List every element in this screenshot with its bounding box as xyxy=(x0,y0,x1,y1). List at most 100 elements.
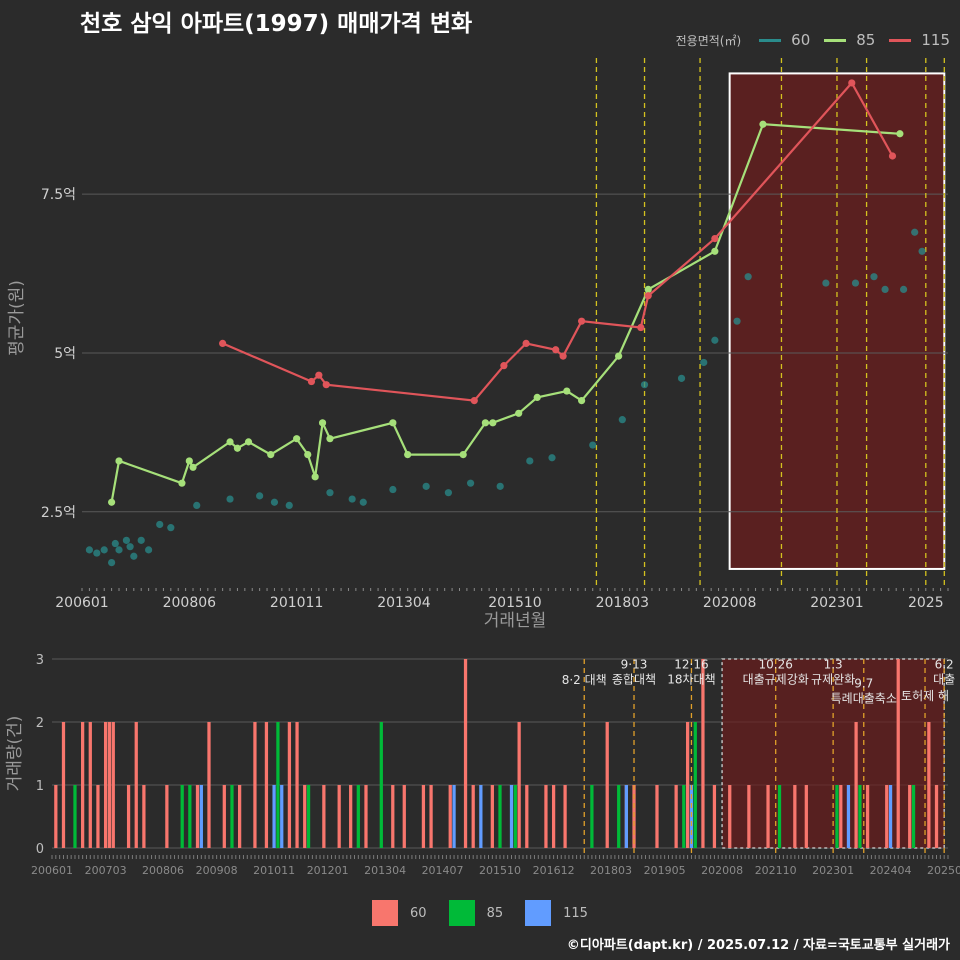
data-point-115 xyxy=(470,396,478,405)
bar-60 xyxy=(766,785,770,848)
data-point-60 xyxy=(108,558,116,567)
bar-x-tick-label: 201201 xyxy=(307,864,349,877)
legend-bottom-item-60: 60 xyxy=(372,900,427,926)
bar-60 xyxy=(896,659,900,848)
data-point-85 xyxy=(185,457,193,465)
bar-115 xyxy=(199,785,203,848)
legend-key-60 xyxy=(759,38,782,42)
data-point-85 xyxy=(711,247,719,255)
y-axis-title: 평균가(원) xyxy=(7,280,27,356)
bar-60 xyxy=(685,722,690,848)
data-point-60 xyxy=(100,546,108,554)
bar-x-tick-label: 201407 xyxy=(422,864,464,877)
legend-bottom-label-115: 115 xyxy=(563,905,588,921)
legend-label-60: 60 xyxy=(791,31,811,49)
bar-60 xyxy=(908,785,912,848)
bar-60 xyxy=(728,785,732,848)
bar-60 xyxy=(253,722,257,848)
data-point-60 xyxy=(881,285,889,294)
data-point-115 xyxy=(219,339,227,348)
data-point-60 xyxy=(193,501,201,510)
data-point-60 xyxy=(733,317,741,325)
bar-85 xyxy=(693,722,697,848)
data-point-115 xyxy=(315,371,323,379)
x-tick-label: 202301 xyxy=(810,595,863,611)
legend-swatch-115 xyxy=(525,900,552,926)
data-point-60 xyxy=(677,374,686,382)
data-point-85 xyxy=(108,498,116,506)
bar-60 xyxy=(126,785,131,848)
bar-85 xyxy=(590,785,594,848)
bar-60 xyxy=(88,722,92,848)
bar-60 xyxy=(303,785,307,848)
bar-60 xyxy=(563,785,567,848)
data-point-60 xyxy=(822,279,830,287)
data-point-115 xyxy=(711,234,719,243)
policy-annotation: 대출규제강화 xyxy=(743,672,809,686)
data-point-60 xyxy=(548,454,556,462)
bar-60 xyxy=(747,785,751,848)
bar-y-tick-label: 3 xyxy=(36,653,44,668)
bar-60 xyxy=(517,722,521,848)
data-point-60 xyxy=(137,536,145,544)
x-tick-label: 202008 xyxy=(703,595,756,611)
bar-85 xyxy=(858,785,862,848)
data-point-115 xyxy=(552,346,560,354)
bar-60 xyxy=(111,722,115,848)
data-point-60 xyxy=(256,492,264,500)
bar-60 xyxy=(701,659,705,848)
bar-x-tick-label: 202404 xyxy=(870,864,912,877)
data-point-115 xyxy=(322,381,330,389)
x-tick-label: 201011 xyxy=(270,595,323,611)
bar-85 xyxy=(180,785,184,848)
data-point-60 xyxy=(618,416,626,424)
policy-annotation: 9·13 xyxy=(621,657,648,671)
data-point-60 xyxy=(130,552,138,560)
bar-x-tick-label: 201510 xyxy=(479,864,521,877)
data-point-60 xyxy=(85,546,94,554)
legend-key-115 xyxy=(889,38,912,42)
bar-60 xyxy=(107,722,112,848)
bar-x-tick-label: 202301 xyxy=(812,864,854,877)
data-point-60 xyxy=(145,546,153,554)
bar-60 xyxy=(54,785,58,848)
legend-label-85: 85 xyxy=(856,31,876,49)
data-point-60 xyxy=(744,273,752,281)
legend-bottom-item-115: 115 xyxy=(525,900,588,926)
data-point-85 xyxy=(459,450,467,459)
data-point-85 xyxy=(533,393,541,402)
bar-60 xyxy=(471,785,475,848)
y-tick-label: 2.5억 xyxy=(41,505,76,521)
data-point-60 xyxy=(115,546,123,554)
bar-x-tick-label: 200703 xyxy=(85,864,127,877)
bar-85 xyxy=(276,722,280,848)
data-point-60 xyxy=(389,485,397,494)
bar-85 xyxy=(306,785,311,848)
legend-label-115: 115 xyxy=(921,31,950,49)
data-point-60 xyxy=(422,482,430,490)
bar-60 xyxy=(295,722,299,848)
policy-annotation: 1.3 xyxy=(824,657,843,671)
bar-85 xyxy=(188,785,192,848)
legend-bottom: 60 85 115 xyxy=(0,900,960,926)
data-point-115 xyxy=(500,362,508,370)
data-point-60 xyxy=(700,358,708,367)
data-point-85 xyxy=(233,444,242,452)
data-point-85 xyxy=(615,352,623,360)
bar-x-tick-label: 200601 xyxy=(31,864,73,877)
bar-85 xyxy=(682,785,686,848)
legend-bottom-label-85: 85 xyxy=(486,905,504,921)
bar-x-tick-label: 201011 xyxy=(253,864,295,877)
bar-115 xyxy=(280,785,284,848)
bar-x-tick-label: 201612 xyxy=(533,864,575,877)
data-point-60 xyxy=(526,457,534,465)
data-point-60 xyxy=(270,498,279,506)
bar-y-tick-label: 1 xyxy=(36,779,44,794)
x-axis-title: 거래년월 xyxy=(484,611,547,631)
bar-60 xyxy=(804,785,808,848)
bar-115 xyxy=(624,785,628,848)
data-point-60 xyxy=(711,336,719,344)
bar-85 xyxy=(356,785,360,848)
